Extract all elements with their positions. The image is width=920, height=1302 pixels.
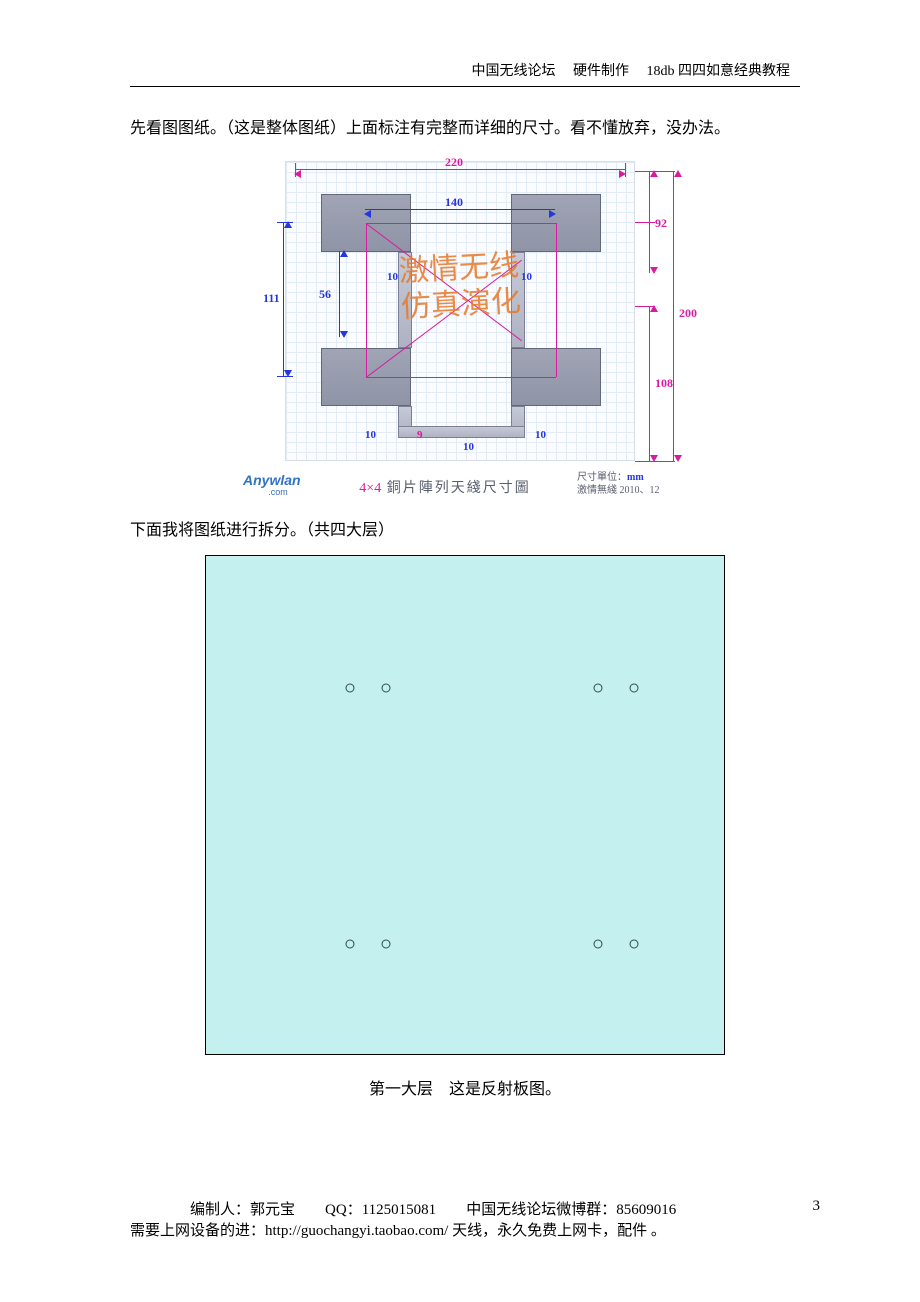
dim-220-label: 220 bbox=[445, 155, 463, 170]
intro-paragraph: 先看图图纸。（这是整体图纸）上面标注有完整而详细的尺寸。看不懂放弃，没办法。 bbox=[130, 117, 800, 141]
dim-b9: 9 bbox=[417, 429, 423, 441]
mounting-hole bbox=[382, 940, 391, 949]
dim-b10b: 10 bbox=[463, 441, 474, 453]
dim-b10a: 10 bbox=[365, 429, 376, 441]
dim-56 bbox=[339, 251, 340, 337]
cap-unit: mm bbox=[627, 472, 644, 483]
reflector-diagram bbox=[205, 555, 725, 1055]
shop-url[interactable]: http://guochangyi.taobao.com/ bbox=[265, 1223, 448, 1239]
cap-title: 銅片陣列天綫尺寸圖 bbox=[387, 481, 531, 496]
mounting-hole bbox=[382, 684, 391, 693]
header-site: 中国无线论坛 bbox=[472, 64, 556, 79]
cross-hline bbox=[366, 223, 556, 224]
dim-108 bbox=[649, 306, 650, 461]
header-rule bbox=[130, 86, 800, 87]
ext-line bbox=[635, 222, 655, 223]
dim-108-label: 108 bbox=[655, 376, 673, 391]
dim-92-label: 92 bbox=[655, 216, 667, 231]
dim-111 bbox=[283, 222, 284, 376]
cap-credit: 激情無綫 2010、12 bbox=[577, 485, 660, 496]
header-section: 硬件制作 bbox=[573, 64, 629, 79]
dim-10l-label: 10 bbox=[387, 271, 398, 283]
brand-sub: .com bbox=[243, 487, 313, 497]
mounting-hole bbox=[346, 940, 355, 949]
page-header: 中国无线论坛 硬件制作 18db 四四如意经典教程 bbox=[130, 60, 800, 86]
cross-vline bbox=[366, 223, 367, 377]
figure2-caption: 第一大层 这是反射板图。 bbox=[130, 1075, 800, 1099]
dim-200 bbox=[673, 171, 674, 461]
cap-unit-label: 尺寸單位： bbox=[577, 472, 627, 483]
cross-vline bbox=[556, 223, 557, 377]
author-label: 编制人： bbox=[190, 1202, 250, 1218]
dim-200-label: 200 bbox=[679, 306, 697, 321]
shop-tail: 天线，永久免费上网卡，配件 。 bbox=[448, 1223, 666, 1239]
mounting-hole bbox=[629, 684, 638, 693]
mounting-hole bbox=[593, 940, 602, 949]
mounting-hole bbox=[629, 940, 638, 949]
qq-value: 1125015081 bbox=[362, 1202, 436, 1218]
dim-140-label: 140 bbox=[445, 195, 463, 210]
page-footer: 3 编制人：郭元宝 QQ：1125015081 中国无线论坛微博群：856090… bbox=[130, 1198, 820, 1240]
watermark: 激情无线 仿真演化 bbox=[398, 248, 522, 326]
author-name: 郭元宝 bbox=[250, 1202, 295, 1218]
dim-111-label: 111 bbox=[263, 291, 280, 306]
dim-10r-label: 10 bbox=[521, 271, 532, 283]
mounting-hole bbox=[346, 684, 355, 693]
header-title: 18db 四四如意经典教程 bbox=[647, 64, 791, 79]
shop-label: 需要上网设备的进： bbox=[130, 1223, 265, 1239]
figure1-caption: Anywlan .com 4×4 銅片陣列天綫尺寸圖 尺寸單位：mm 激情無綫 … bbox=[235, 471, 695, 497]
mounting-hole bbox=[593, 684, 602, 693]
qq-label: QQ： bbox=[325, 1202, 362, 1218]
strip-vl1 bbox=[398, 252, 412, 348]
dim-92 bbox=[649, 171, 650, 273]
page-number: 3 bbox=[813, 1198, 821, 1215]
watermark-l1: 激情无线 bbox=[398, 249, 520, 288]
dim-56-label: 56 bbox=[319, 287, 331, 302]
cap-prefix: 4×4 bbox=[359, 481, 381, 496]
brand-logo: Anywlan bbox=[243, 472, 301, 488]
cross-hline bbox=[366, 377, 556, 378]
dim-b10c: 10 bbox=[535, 429, 546, 441]
dimension-drawing: 激情无线 仿真演化 220 140 111 56 10 10 bbox=[235, 151, 695, 501]
weibo-label: 中国无线论坛微博群： bbox=[466, 1202, 616, 1218]
mid-paragraph: 下面我将图纸进行拆分。（共四大层） bbox=[130, 519, 800, 543]
weibo-value: 85609016 bbox=[616, 1202, 676, 1218]
